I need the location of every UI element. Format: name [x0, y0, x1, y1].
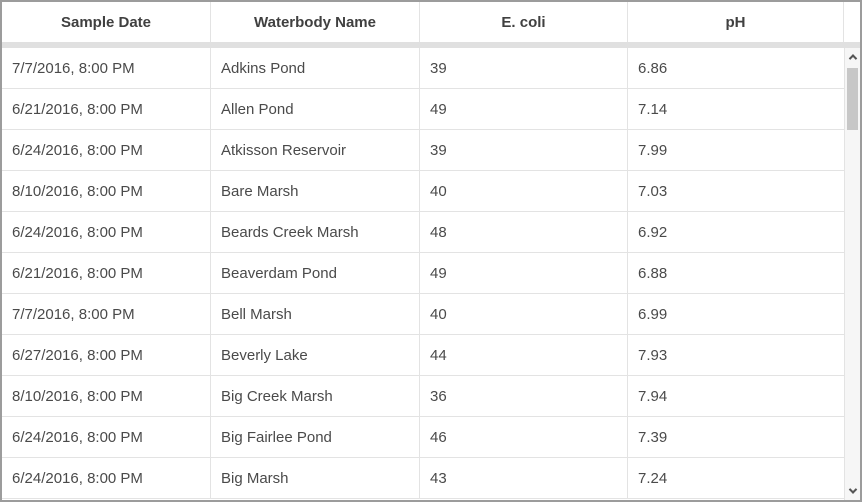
cell-sample-date: 6/27/2016, 8:00 PM [2, 335, 211, 375]
cell-waterbody-name: Beverly Lake [211, 335, 420, 375]
table-row[interactable]: 7/7/2016, 8:00 PM Bell Marsh 40 6.99 [2, 294, 844, 335]
cell-e-coli: 46 [420, 417, 628, 457]
table-row[interactable]: 8/10/2016, 8:00 PM Big Creek Marsh 36 7.… [2, 376, 844, 417]
table-row[interactable]: 7/7/2016, 8:00 PM Adkins Pond 39 6.86 [2, 48, 844, 89]
cell-sample-date: 8/10/2016, 8:00 PM [2, 171, 211, 211]
cell-ph: 6.99 [638, 305, 668, 323]
cell-waterbody-name: Big Creek Marsh [211, 376, 420, 416]
table-row[interactable]: 6/27/2016, 8:00 PM Beverly Lake 44 7.93 [2, 335, 844, 376]
cell-sample-date: 6/24/2016, 8:00 PM [2, 417, 211, 457]
cell-waterbody-name: Bell Marsh [211, 294, 420, 334]
cell-waterbody-name: Big Fairlee Pond [211, 417, 420, 457]
cell-ph: 7.94 [638, 387, 668, 405]
cell-sample-date: 6/24/2016, 8:00 PM [2, 212, 211, 252]
cell-sample-date: 7/7/2016, 8:00 PM [2, 48, 211, 88]
cell-waterbody-name: Allen Pond [211, 89, 420, 129]
scrollbar-down-button[interactable] [845, 482, 860, 500]
cell-e-coli: 43 [420, 458, 628, 498]
cell-ph: 6.86 [638, 59, 668, 77]
cell-e-coli: 39 [420, 130, 628, 170]
cell-ph: 7.93 [638, 346, 668, 364]
cell-ph: 7.03 [638, 182, 668, 200]
cell-ph: 7.99 [638, 141, 668, 159]
cell-e-coli: 40 [420, 171, 628, 211]
cell-waterbody-name: Beaverdam Pond [211, 253, 420, 293]
cell-sample-date: 6/21/2016, 8:00 PM [2, 89, 211, 129]
table-header-row: Sample Date Waterbody Name E. coli pH [2, 2, 860, 48]
table-row[interactable]: 6/24/2016, 8:00 PM Atkisson Reservoir 39… [2, 130, 844, 171]
table-row[interactable]: 6/24/2016, 8:00 PM Beards Creek Marsh 48… [2, 212, 844, 253]
vertical-scrollbar[interactable] [844, 48, 860, 500]
cell-e-coli: 48 [420, 212, 628, 252]
cell-waterbody-name: Big Marsh [211, 458, 420, 498]
table-body: 7/7/2016, 8:00 PM Adkins Pond 39 6.86 6/… [2, 48, 860, 500]
cell-ph: 6.92 [638, 223, 668, 241]
cell-waterbody-name: Atkisson Reservoir [211, 130, 420, 170]
cell-ph: 7.14 [638, 100, 668, 118]
cell-e-coli: 36 [420, 376, 628, 416]
cell-sample-date: 6/24/2016, 8:00 PM [2, 458, 211, 498]
table-row[interactable]: 6/21/2016, 8:00 PM Allen Pond 49 7.14 [2, 89, 844, 130]
cell-ph: 7.24 [638, 469, 668, 487]
table-row[interactable]: 8/10/2016, 8:00 PM Bare Marsh 40 7.03 [2, 171, 844, 212]
column-header-waterbody-name[interactable]: Waterbody Name [211, 2, 420, 42]
scrollbar-up-button[interactable] [845, 48, 860, 66]
cell-sample-date: 8/10/2016, 8:00 PM [2, 376, 211, 416]
cell-sample-date: 6/24/2016, 8:00 PM [2, 130, 211, 170]
cell-ph: 7.39 [638, 428, 668, 446]
cell-ph: 6.88 [638, 264, 668, 282]
cell-sample-date: 7/7/2016, 8:00 PM [2, 294, 211, 334]
cell-e-coli: 44 [420, 335, 628, 375]
cell-e-coli: 49 [420, 253, 628, 293]
table-row[interactable]: 6/24/2016, 8:00 PM Big Marsh 43 7.24 [2, 458, 844, 499]
cell-e-coli: 39 [420, 48, 628, 88]
column-header-ph[interactable]: pH [628, 2, 844, 42]
table-row[interactable]: 6/24/2016, 8:00 PM Big Fairlee Pond 46 7… [2, 417, 844, 458]
column-header-e-coli[interactable]: E. coli [420, 2, 628, 42]
cell-waterbody-name: Adkins Pond [211, 48, 420, 88]
table-rows: 7/7/2016, 8:00 PM Adkins Pond 39 6.86 6/… [2, 48, 844, 500]
table-row[interactable]: 6/21/2016, 8:00 PM Beaverdam Pond 49 6.8… [2, 253, 844, 294]
cell-waterbody-name: Bare Marsh [211, 171, 420, 211]
column-header-sample-date[interactable]: Sample Date [2, 2, 211, 42]
cell-e-coli: 40 [420, 294, 628, 334]
chevron-up-icon [848, 54, 857, 63]
cell-sample-date: 6/21/2016, 8:00 PM [2, 253, 211, 293]
cell-e-coli: 49 [420, 89, 628, 129]
cell-waterbody-name: Beards Creek Marsh [211, 212, 420, 252]
scrollbar-thumb[interactable] [847, 68, 858, 130]
chevron-down-icon [848, 485, 857, 494]
